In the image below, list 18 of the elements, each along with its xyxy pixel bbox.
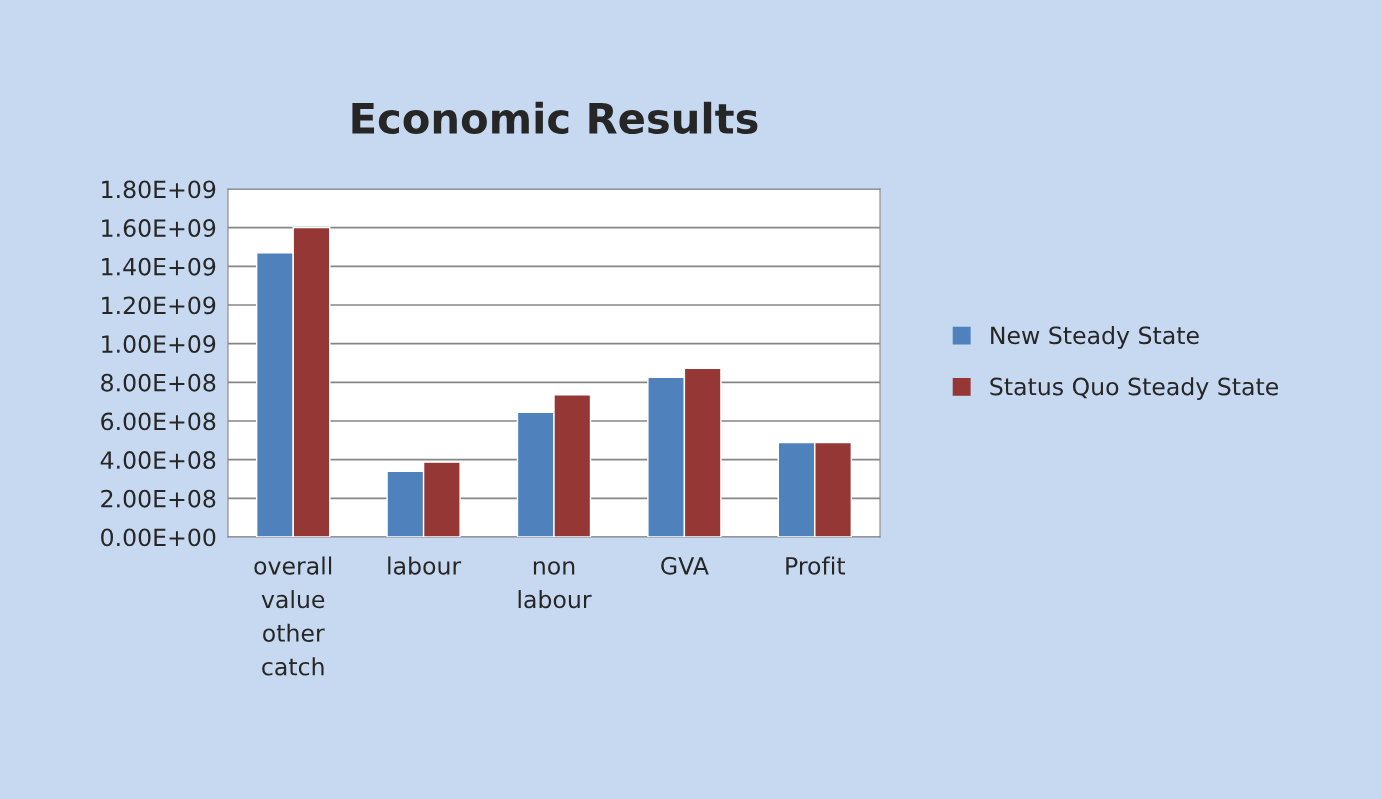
y-tick-label: 8.00E+08 xyxy=(101,373,216,392)
y-tick-label: 1.60E+09 xyxy=(102,219,216,237)
y-tick-label: 1.20E+09 xyxy=(102,296,216,315)
chart-title: Economic Results xyxy=(352,101,758,135)
y-tick-label: 6.00E+08 xyxy=(101,412,216,431)
y-tick-label: 0.00E+00 xyxy=(101,528,216,547)
y-tick-label: 1.80E+09 xyxy=(102,180,216,199)
legend-label: Status Quo Steady State xyxy=(990,377,1279,401)
x-tick-label: Profit xyxy=(786,556,846,575)
x-tick-label: overall value other catch xyxy=(254,556,332,676)
x-tick-label: non labour xyxy=(518,561,592,609)
y-tick-label: 4.00E+08 xyxy=(100,451,216,469)
y-tick-label: 1.00E+09 xyxy=(102,335,216,353)
x-tick-label: GVA xyxy=(661,556,709,575)
y-tick-label: 2.00E+08 xyxy=(101,489,216,508)
legend-label: New Steady State xyxy=(991,325,1199,349)
y-tick-label: 1.40E+09 xyxy=(102,257,216,276)
x-tick-label: labour xyxy=(388,556,462,575)
